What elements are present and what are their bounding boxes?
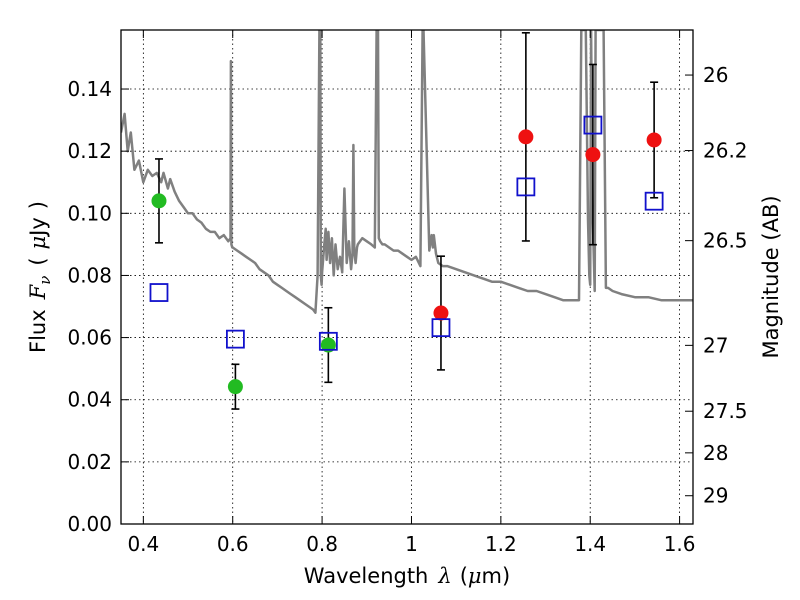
y-tick-label: 0.04 <box>67 388 112 412</box>
data-point <box>320 337 336 353</box>
model-point <box>431 318 451 338</box>
x-tick-label: 1 <box>405 532 418 556</box>
data-point <box>151 193 167 209</box>
y-tick-label: 0.08 <box>67 263 112 287</box>
x-tick-label: 1.4 <box>574 532 606 556</box>
model-point <box>644 191 664 211</box>
y-tick-label: 0.10 <box>67 201 112 225</box>
plot-frame <box>120 29 694 525</box>
x-axis-label-text: Wavelength <box>304 564 429 588</box>
data-markers <box>149 31 664 410</box>
magnitude-tick-label: 27.5 <box>703 399 748 423</box>
model-point <box>225 329 245 349</box>
y-axis-label-unit-mu: μ <box>26 236 50 250</box>
data-point <box>646 132 662 148</box>
data-point <box>227 379 243 395</box>
model-point <box>149 283 169 302</box>
magnitude-tick-label: 26.2 <box>703 139 748 163</box>
data-point <box>585 147 601 163</box>
magnitude-tick-label: 26.5 <box>703 229 748 253</box>
x-tick-label: 1.6 <box>664 532 696 556</box>
y-axis-label-text: Flux <box>26 309 50 353</box>
model-spectrum-line <box>121 30 693 314</box>
y-axis-label-symbol: F <box>26 283 50 300</box>
x-axis-label-symbol: λ <box>437 564 451 588</box>
y-axis-label-unit-close: ) <box>26 201 50 209</box>
y-tick-label: 0.02 <box>67 450 112 474</box>
data-point <box>433 305 449 321</box>
x-tick-label: 0.8 <box>306 532 338 556</box>
magnitude-tick-label: 28 <box>703 441 728 465</box>
y-axis-label: Flux Fν ( μJy) <box>26 201 54 353</box>
model-point <box>583 115 603 135</box>
x-axis-label-unit-mu: μ <box>468 564 482 588</box>
x-tick-label: 0.4 <box>127 532 159 556</box>
y-tick-label: 0.12 <box>67 139 112 163</box>
x-tick-label: 1.2 <box>485 532 517 556</box>
axis-ticks: 0.4 0.6 0.8 1 1.2 1.4 1.6 0.00 0.02 0.04 0.06 0.08 0… <box>67 30 748 556</box>
y-tick-label: 0.06 <box>67 326 112 350</box>
magnitude-tick-label: 29 <box>703 484 728 508</box>
y-axis-label-symbol-sub: ν <box>36 276 54 285</box>
plot-area <box>121 30 693 524</box>
x-axis-label: Wavelength λ (μm) <box>304 564 510 588</box>
y-axis-label-unit-open: ( <box>26 257 50 265</box>
model-point <box>516 177 536 197</box>
magnitude-tick-label: 26 <box>703 63 728 87</box>
y-tick-label: 0.00 <box>67 512 112 536</box>
x-axis-label-unit-rest: m) <box>482 564 511 588</box>
model-point <box>318 331 338 351</box>
y-axis-label-unit-rest: Jy <box>26 217 50 238</box>
x-tick-label: 0.6 <box>217 532 249 556</box>
magnitude-axis-label: Magnitude (AB) <box>759 195 783 358</box>
y-tick-label: 0.14 <box>67 77 112 101</box>
data-point <box>518 129 534 145</box>
x-axis-label-unit-open: ( <box>460 564 468 588</box>
magnitude-tick-label: 27 <box>703 333 728 357</box>
